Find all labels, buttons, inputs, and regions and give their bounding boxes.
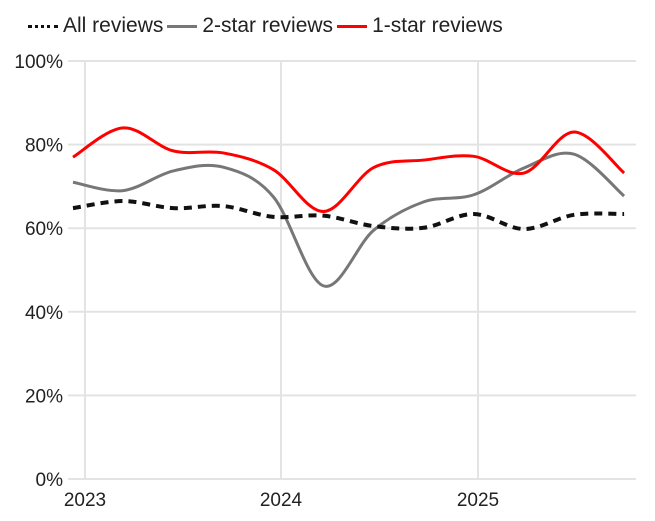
series-lines — [72, 126, 626, 288]
series-line-1-star-reviews — [72, 126, 626, 213]
red-line-swatch-icon — [337, 24, 368, 28]
legend-label: All reviews — [63, 14, 164, 37]
y-tick-label: 80% — [25, 136, 63, 157]
legend-item-all-reviews: All reviews — [28, 14, 163, 38]
legend-label: 1-star reviews — [372, 14, 503, 37]
dotted-line-swatch-icon — [28, 24, 58, 28]
legend-item-2-star-reviews: 2-star reviews — [167, 14, 333, 38]
x-axis-tick-labels: 2023 2024 2025 — [64, 490, 499, 511]
series-line-all-reviews — [72, 199, 625, 232]
y-tick-label: 60% — [25, 219, 63, 240]
grid-lines — [68, 60, 636, 480]
x-tick-label: 2025 — [457, 490, 499, 511]
legend-item-1-star-reviews: 1-star reviews — [337, 14, 503, 38]
x-tick-label: 2023 — [64, 490, 106, 511]
y-tick-label: 0% — [36, 470, 64, 491]
y-tick-label: 20% — [25, 386, 63, 407]
x-tick-label: 2024 — [260, 490, 303, 511]
series-line-2-star-reviews — [72, 151, 626, 288]
y-tick-label: 40% — [25, 303, 63, 324]
legend-label: 2-star reviews — [202, 14, 334, 37]
gray-line-swatch-icon — [167, 24, 198, 28]
y-axis-tick-labels: 0% 20% 40% 60% 80% 100% — [14, 52, 63, 491]
y-tick-label: 100% — [14, 52, 63, 73]
chart-legend: All reviews 2-star reviews 1-star review… — [28, 10, 507, 42]
